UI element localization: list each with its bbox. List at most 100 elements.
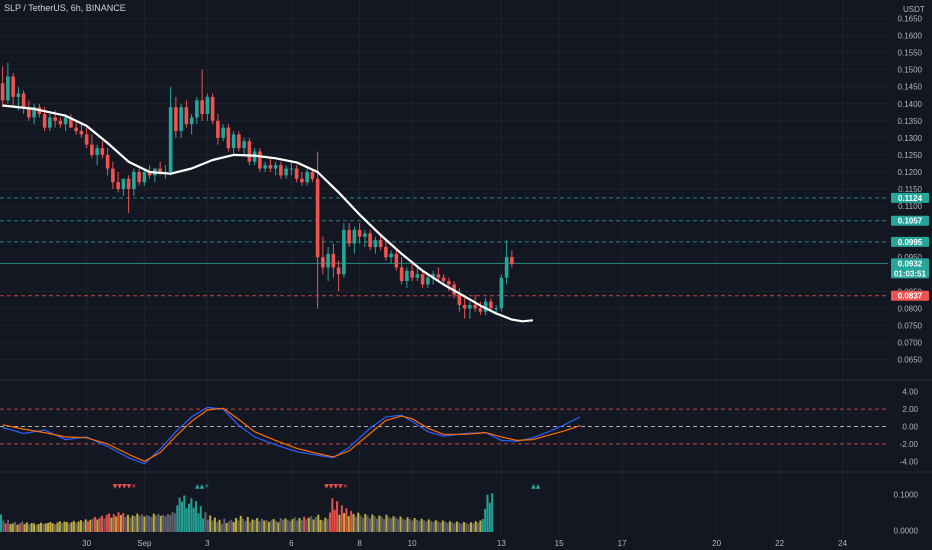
volume-bar xyxy=(274,520,277,532)
levels-layer xyxy=(0,197,888,297)
price-level-tag-label: 0.1124 xyxy=(898,194,923,203)
price-tick-label: 0.0800 xyxy=(898,304,923,313)
volume-bar xyxy=(251,519,254,532)
volume-bar xyxy=(209,515,212,532)
price-tick-label: 0.1300 xyxy=(898,134,923,143)
candle-up xyxy=(231,134,236,149)
price-level-tag-label: 0.0995 xyxy=(898,238,923,247)
volume-bar xyxy=(462,521,465,532)
volume-bar xyxy=(79,520,82,532)
candle-down xyxy=(368,233,372,247)
volume-bar xyxy=(188,503,191,532)
volume-bar xyxy=(286,519,289,532)
volume-bar xyxy=(357,512,360,532)
candle-down xyxy=(79,131,84,135)
volume-bar xyxy=(242,518,245,532)
oscillator-panel xyxy=(0,406,888,465)
candle-down xyxy=(268,165,273,169)
volume-bar xyxy=(133,516,136,532)
candle-down xyxy=(279,165,283,176)
candle-up xyxy=(499,277,504,309)
volume-bar xyxy=(282,519,285,532)
candle-down xyxy=(457,294,462,305)
price-level-tag xyxy=(891,236,929,247)
volume-bar xyxy=(91,518,94,532)
volume-bar xyxy=(458,522,461,532)
price-level-tag xyxy=(891,290,929,301)
candle-up xyxy=(352,229,357,244)
candle-up xyxy=(221,127,225,138)
volume-bar xyxy=(340,505,343,532)
volume-bar xyxy=(324,517,327,532)
volume-bar xyxy=(35,524,38,532)
volume-bar xyxy=(49,521,52,532)
volume-bar xyxy=(455,521,458,532)
candle-up xyxy=(504,257,509,278)
candles-layer xyxy=(0,62,514,319)
volume-bar xyxy=(479,520,482,532)
volume-bar xyxy=(425,521,428,532)
candle-up xyxy=(483,301,488,312)
volume-bar xyxy=(378,515,381,532)
candle-up xyxy=(16,93,21,97)
price-level-tag xyxy=(891,215,929,226)
candle-down xyxy=(473,304,477,309)
volume-bar xyxy=(444,521,447,532)
candle-down xyxy=(158,168,162,172)
volume-bar xyxy=(37,524,40,532)
volume-panel: ▼▼▼▼✕ ▲▲✕ ▼▼▼▼✕ ▲▲ xyxy=(0,483,541,532)
candle-down xyxy=(0,83,5,101)
volume-bar xyxy=(58,521,61,532)
volume-bar xyxy=(239,515,242,532)
volume-bar xyxy=(298,518,301,532)
candle-down xyxy=(300,178,304,183)
volume-bar xyxy=(101,515,104,532)
candle-down xyxy=(111,168,115,183)
candle-down xyxy=(489,301,493,309)
candle-down xyxy=(21,93,26,108)
volume-bar xyxy=(368,518,371,532)
volume-bar xyxy=(9,524,12,532)
volume-bar xyxy=(119,515,122,532)
volume-bar xyxy=(124,516,127,532)
volume-bar xyxy=(72,520,75,532)
volume-bar xyxy=(312,519,315,532)
volume-bar xyxy=(434,520,437,532)
volume-bar xyxy=(51,523,54,532)
volume-bar xyxy=(105,514,108,532)
volume-bar xyxy=(401,518,404,532)
volume-bar xyxy=(406,517,409,532)
oscillator-tick-label: -2.00 xyxy=(900,440,919,449)
price-tick-label: 0.1450 xyxy=(898,83,923,92)
volume-bar xyxy=(96,519,99,532)
volume-bar xyxy=(2,520,5,532)
volume-bar xyxy=(249,521,252,532)
candle-down xyxy=(447,281,451,285)
candle-down xyxy=(137,171,141,183)
symbol-title: SLP / TetherUS, 6h, BINANCE xyxy=(4,3,126,13)
volume-bar xyxy=(54,524,57,532)
volume-bar xyxy=(94,516,97,532)
candle-up xyxy=(242,141,246,149)
volume-bar xyxy=(129,517,132,532)
candle-down xyxy=(84,134,89,145)
volume-bar xyxy=(195,501,198,532)
candle-up xyxy=(389,253,393,258)
candle-up xyxy=(195,100,199,118)
price-level-tag-label: 0.1057 xyxy=(898,217,923,226)
volume-bar xyxy=(310,516,313,532)
volume-bar xyxy=(305,519,308,532)
volume-bar xyxy=(404,519,407,532)
candle-up xyxy=(284,168,288,176)
volume-bar xyxy=(246,516,249,532)
candle-down xyxy=(200,100,204,114)
price-level-tag xyxy=(891,192,929,203)
volume-bar xyxy=(420,518,423,532)
candle-down xyxy=(384,246,388,258)
candle-down xyxy=(410,270,414,278)
volume-bar xyxy=(441,520,444,532)
volume-bar xyxy=(152,513,155,532)
candle-up xyxy=(63,117,68,125)
volume-bar xyxy=(470,522,473,532)
